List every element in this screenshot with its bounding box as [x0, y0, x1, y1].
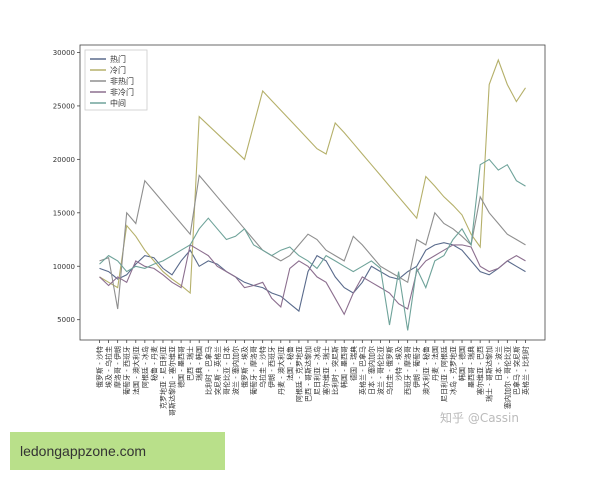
x-tick-label: 摩洛哥 - 伊朗: [113, 346, 122, 388]
x-tick-label: 法国 - 秘鲁: [285, 346, 294, 381]
x-tick-label: 伊朗 - 西班牙: [267, 346, 276, 388]
x-tick-label: 哥伦比亚 - 日本: [222, 346, 231, 395]
plot-frame: [79, 44, 546, 341]
y-tick-label: 5000: [57, 316, 75, 324]
x-tick-label: 突尼斯 - 英格兰: [213, 346, 222, 395]
x-tick-label: 葡萄牙 - 西班牙: [122, 346, 131, 395]
x-tick-label: 塞尔维亚 - 巴西: [476, 346, 485, 395]
x-tick-label: 冰岛 - 克罗地亚: [448, 346, 457, 395]
legend-frame: [84, 49, 148, 111]
x-tick-label: 瑞士 - 哥斯达黎加: [485, 346, 494, 402]
x-tick-label: 乌拉圭 - 俄罗斯: [385, 346, 394, 395]
x-tick-label: 英格兰 - 巴拿马: [358, 346, 367, 395]
y-tick-label: 25000: [53, 102, 75, 110]
x-tick-label: 乌拉圭 - 沙特: [258, 346, 267, 388]
x-tick-label: 丹麦 - 法国: [430, 346, 439, 381]
x-tick-label: 秘鲁 - 丹麦: [149, 346, 158, 381]
x-tick-label: 埃及 - 乌拉圭: [104, 346, 113, 388]
x-tick-label: 德国 - 墨西哥: [177, 346, 186, 388]
legend-label: 非冷门: [110, 87, 134, 97]
x-tick-label: 巴西 - 哥斯达黎加: [303, 346, 312, 402]
x-tick-label: 克罗地亚 - 尼日利亚: [158, 346, 167, 409]
x-tick-label: 韩国 - 德国: [458, 346, 467, 381]
x-tick-label: 伊朗 - 葡萄牙: [412, 346, 421, 388]
x-tick-label: 德国 - 瑞典: [349, 346, 358, 381]
line-series: [99, 158, 526, 331]
legend-label: 热门: [110, 54, 126, 64]
x-tick-label: 尼日利亚 - 冰岛: [313, 346, 322, 395]
x-tick-label: 比利时 - 巴拿马: [204, 346, 213, 395]
x-tick-label: 波兰 - 塞内加尔: [231, 346, 240, 395]
x-tick-label: 沙特 - 埃及: [394, 346, 403, 381]
legend-label: 非热门: [110, 76, 134, 86]
x-tick-label: 比利时 - 突尼斯: [331, 346, 340, 395]
x-tick-label: 塞尔维亚 - 瑞士: [322, 346, 331, 395]
legend-label: 中间: [110, 98, 126, 108]
line-series: [99, 242, 526, 313]
x-tick-label: 西班牙 - 摩洛哥: [403, 346, 412, 395]
x-tick-label: 葡萄牙 - 摩洛哥: [249, 346, 258, 395]
line-series: [99, 58, 526, 295]
legend-label: 冷门: [110, 65, 126, 75]
watermark: 知乎 @Cassin: [440, 411, 519, 425]
y-tick-label: 10000: [53, 263, 75, 271]
y-tick-label: 15000: [53, 209, 75, 217]
x-tick-label: 墨西哥 - 瑞典: [467, 346, 476, 388]
x-tick-label: 尼日利亚 - 阿根廷: [439, 346, 448, 402]
x-tick-label: 巴西 - 瑞士: [186, 346, 195, 381]
x-tick-label: 韩国 - 墨西哥: [340, 346, 349, 388]
x-tick-label: 阿根廷 - 克罗地亚: [294, 346, 303, 402]
site-banner: ledongappzone.com: [10, 432, 225, 470]
x-tick-label: 塞内加尔 - 哥伦比亚: [503, 346, 512, 409]
x-tick-label: 俄罗斯 - 沙特: [95, 346, 104, 388]
x-tick-label: 澳大利亚 - 秘鲁: [421, 346, 430, 395]
x-tick-label: 俄罗斯 - 埃及: [240, 346, 249, 388]
x-tick-label: 瑞典 - 韩国: [195, 346, 204, 381]
line-series: [99, 174, 526, 310]
line-series: [99, 244, 526, 316]
x-tick-label: 阿根廷 - 冰岛: [140, 346, 149, 388]
x-tick-label: 日本 - 波兰: [494, 346, 503, 381]
x-tick-label: 波兰 - 哥伦比亚: [376, 346, 385, 395]
x-tick-label: 哥斯达黎加 - 塞尔维亚: [168, 346, 177, 416]
x-tick-label: 法国 - 澳大利亚: [131, 346, 140, 395]
x-tick-label: 英格兰 - 比利时: [521, 346, 530, 395]
y-tick-label: 30000: [53, 49, 75, 57]
y-tick-label: 20000: [53, 156, 75, 164]
x-tick-label: 日本 - 塞内加尔: [367, 346, 376, 395]
x-tick-label: 巴拿马 - 突尼斯: [512, 346, 521, 395]
x-tick-label: 丹麦 - 澳大利亚: [276, 346, 285, 395]
